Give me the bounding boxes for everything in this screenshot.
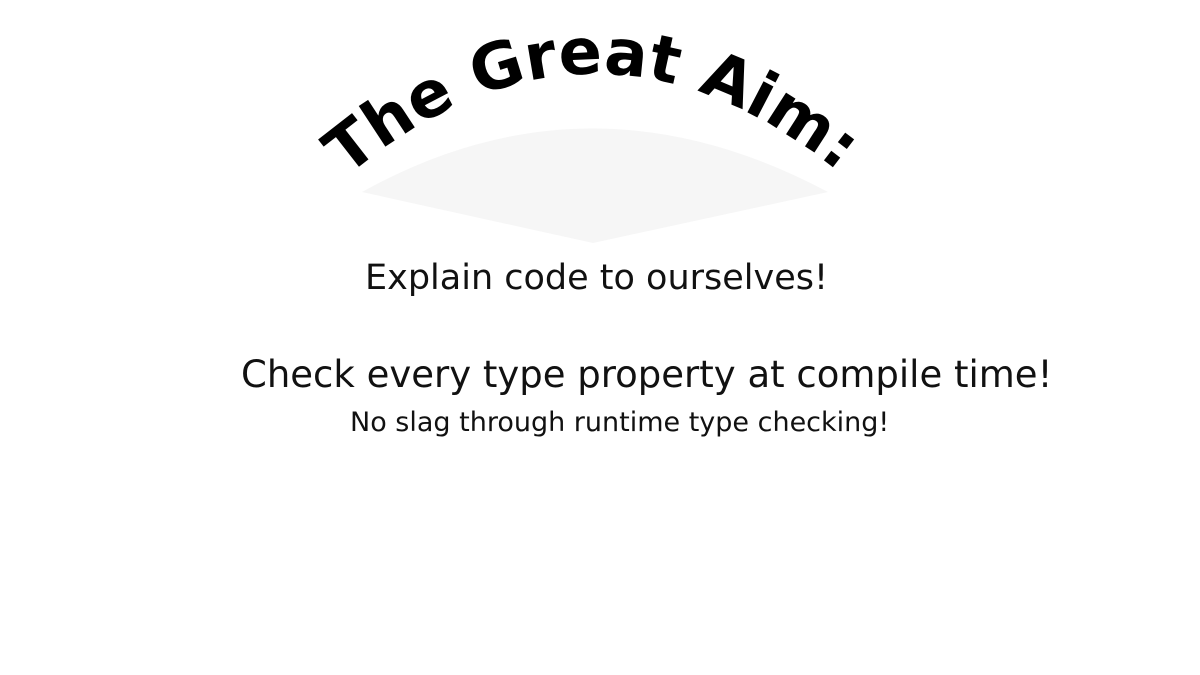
aim-line-runtime: No slag through runtime type checking!: [350, 407, 890, 438]
aim-line-compile-time: Check every type property at compile tim…: [241, 353, 1053, 396]
aim-line-explain: Explain code to ourselves!: [365, 258, 829, 298]
title-graphic: The Great Aim:: [311, 15, 874, 243]
title-shadow-shape: [362, 128, 828, 243]
